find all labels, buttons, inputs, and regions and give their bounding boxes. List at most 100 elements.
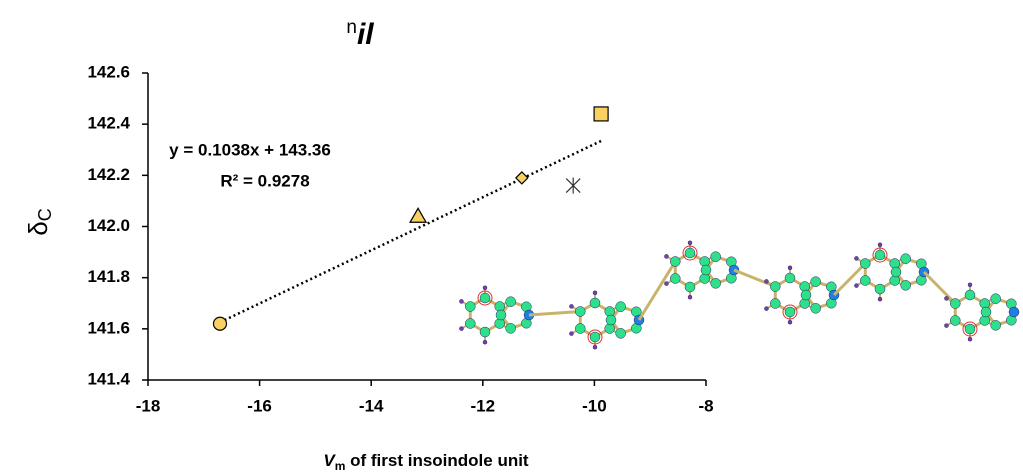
- x-tick-label: -12: [471, 396, 496, 415]
- atom: [593, 291, 597, 295]
- atom: [878, 297, 882, 301]
- title-sup: n: [346, 17, 357, 38]
- atom: [616, 302, 626, 312]
- title-main: il: [357, 18, 374, 51]
- y-tick-label: 142.6: [87, 62, 130, 81]
- atom: [860, 276, 870, 286]
- y-label-sub: C: [35, 208, 55, 221]
- x-axis-label: Vm of first insoindole unit: [323, 451, 529, 473]
- atom: [875, 250, 885, 260]
- atom: [459, 299, 463, 303]
- atom: [685, 282, 695, 292]
- atom: [483, 286, 487, 290]
- atom: [788, 266, 792, 270]
- atom: [670, 274, 680, 284]
- atom: [788, 320, 792, 324]
- atom: [785, 273, 795, 283]
- atom: [965, 290, 975, 300]
- equation: y = 0.1038x + 143.36: [169, 140, 331, 159]
- atom: [590, 332, 600, 342]
- bond: [924, 272, 955, 304]
- atom: [901, 280, 911, 290]
- point: [213, 317, 226, 330]
- x-tick-label: -8: [698, 396, 713, 415]
- x-label-sub: m: [335, 459, 346, 473]
- atom: [593, 345, 597, 349]
- atom: [569, 304, 573, 308]
- atom: [764, 307, 768, 311]
- x-tick-label: -10: [582, 396, 607, 415]
- y-tick-label: 142.4: [87, 114, 130, 133]
- atom: [891, 267, 901, 277]
- y-tick-label: 142.2: [87, 165, 130, 184]
- atom: [965, 324, 975, 334]
- x-tick-label: -18: [136, 396, 161, 415]
- atom: [575, 307, 585, 317]
- atom: [950, 316, 960, 326]
- bond: [529, 312, 580, 316]
- atom: [944, 296, 948, 300]
- atom: [685, 248, 695, 258]
- atom: [506, 323, 516, 333]
- bond: [639, 262, 675, 321]
- chart: nil δC Vm of first insoindole unit y = 0…: [0, 0, 1023, 476]
- atom: [785, 307, 795, 317]
- trendline: [220, 141, 601, 322]
- atom: [590, 298, 600, 308]
- atom: [811, 303, 821, 313]
- atom: [480, 293, 490, 303]
- atom: [664, 282, 668, 286]
- atom: [770, 299, 780, 309]
- atom: [875, 284, 885, 294]
- point: [516, 172, 528, 184]
- atom: [506, 297, 516, 307]
- atom: [991, 294, 1001, 304]
- atom: [854, 256, 858, 260]
- atom: [664, 254, 668, 258]
- chart-title: nil: [346, 17, 374, 51]
- x-tick-label: -14: [359, 396, 384, 415]
- atom: [901, 254, 911, 264]
- x-label-rest: of first insoindole unit: [345, 451, 529, 470]
- point: [594, 107, 608, 121]
- atom: [483, 340, 487, 344]
- y-tick-label: 141.6: [87, 318, 130, 337]
- atom: [459, 327, 463, 331]
- atom: [770, 282, 780, 292]
- atom: [950, 299, 960, 309]
- molecule: [459, 241, 1019, 349]
- y-label-symbol: δ: [23, 221, 53, 235]
- atom: [688, 295, 692, 299]
- atom: [878, 243, 882, 247]
- y-axis-label: δC: [23, 208, 55, 235]
- atom: [711, 278, 721, 288]
- atom: [764, 279, 768, 283]
- atom: [465, 319, 475, 329]
- y-tick-label: 142.0: [87, 216, 130, 235]
- atom: [465, 302, 475, 312]
- atom: [575, 324, 585, 334]
- atom: [981, 307, 991, 317]
- atom: [616, 328, 626, 338]
- atom: [854, 284, 858, 288]
- atom: [991, 320, 1001, 330]
- point: [410, 208, 426, 222]
- atom: [711, 252, 721, 262]
- atom: [569, 332, 573, 336]
- y-tick-label: 141.8: [87, 267, 130, 286]
- x-tick-label: -16: [247, 396, 272, 415]
- r-squared: R² = 0.9278: [220, 171, 309, 190]
- atom: [801, 290, 811, 300]
- atom: [480, 327, 490, 337]
- atom: [670, 257, 680, 267]
- y-tick-label: 141.4: [87, 369, 130, 388]
- atom: [968, 337, 972, 341]
- atom: [688, 241, 692, 245]
- atom: [944, 324, 948, 328]
- bond: [734, 270, 775, 287]
- atom: [496, 310, 506, 320]
- atom: [701, 265, 711, 275]
- atom: [1009, 307, 1019, 317]
- atom: [968, 283, 972, 287]
- point: [566, 178, 580, 194]
